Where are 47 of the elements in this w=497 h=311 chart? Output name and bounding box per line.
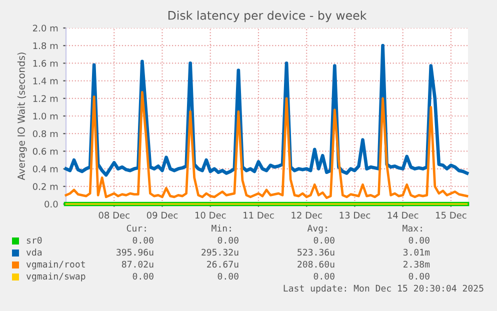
- text: 0.00: [218, 236, 238, 244]
- text: 0.00: [218, 272, 238, 280]
- y-tick-label: 1.6 m: [33, 60, 58, 67]
- text: 0.00: [132, 236, 154, 244]
- text: 395.96u: [116, 248, 154, 256]
- text: 3.01m: [403, 248, 430, 256]
- legend-label: sr0: [26, 236, 42, 244]
- text: 0.00: [314, 236, 334, 244]
- line-series: [64, 91, 468, 200]
- text: 87.02u: [122, 260, 154, 268]
- y-tick-label: 1.0 m: [33, 112, 58, 120]
- legend-label: vda: [26, 248, 42, 256]
- text: 0.00: [314, 272, 334, 280]
- text: Avg:: [307, 224, 327, 234]
- text: 2.38m: [403, 260, 430, 268]
- y-tick-label: 1.8 m: [33, 42, 58, 50]
- x-tick-label: 15 Dec: [436, 212, 466, 219]
- legend-label: vgmain/root: [26, 260, 85, 270]
- y-tick-label: 0.8 m: [32, 130, 58, 138]
- x-tick-label: 11 Dec: [244, 212, 274, 219]
- text: Last update: Mon Dec 15 20:30:04 2025: [284, 284, 484, 294]
- y-tick-label: 0.2 m: [32, 183, 58, 190]
- y-tick-label: 0.0: [44, 200, 58, 208]
- text: 26.67u: [207, 260, 238, 268]
- x-tick-label: 09 Dec: [146, 212, 178, 219]
- y-axis-title: Average IO Wait (seconds): [17, 52, 27, 180]
- text: 523.36u: [298, 248, 334, 256]
- x-tick-label: 12 Dec: [292, 212, 322, 219]
- y-tick-label: 1.2 m: [33, 95, 58, 102]
- text: Min:: [212, 224, 231, 232]
- text: 0.00: [132, 272, 154, 280]
- y-tick-label: 1.4 m: [33, 78, 58, 84]
- text: 0.00: [408, 272, 430, 280]
- text: 0.00: [408, 236, 430, 244]
- x-tick-label: 14 Dec: [388, 212, 418, 219]
- text: 295.32u: [202, 248, 238, 256]
- x-tick-label: 10 Dec: [195, 212, 226, 219]
- y-tick-label: 0.6 m: [32, 148, 58, 155]
- x-tick-label: 13 Dec: [340, 212, 370, 219]
- text: 208.60u: [298, 260, 334, 268]
- legend-label: vgmain/swap: [26, 272, 86, 282]
- text: Cur:: [126, 224, 146, 232]
- chart-title: Disk latency per device - by week: [168, 10, 367, 22]
- y-tick-label: 2.0 m: [33, 24, 58, 32]
- text: Max:: [402, 224, 422, 232]
- y-tick-label: 0.4 m: [32, 166, 58, 172]
- x-tick-label: 08 Dec: [98, 212, 130, 219]
